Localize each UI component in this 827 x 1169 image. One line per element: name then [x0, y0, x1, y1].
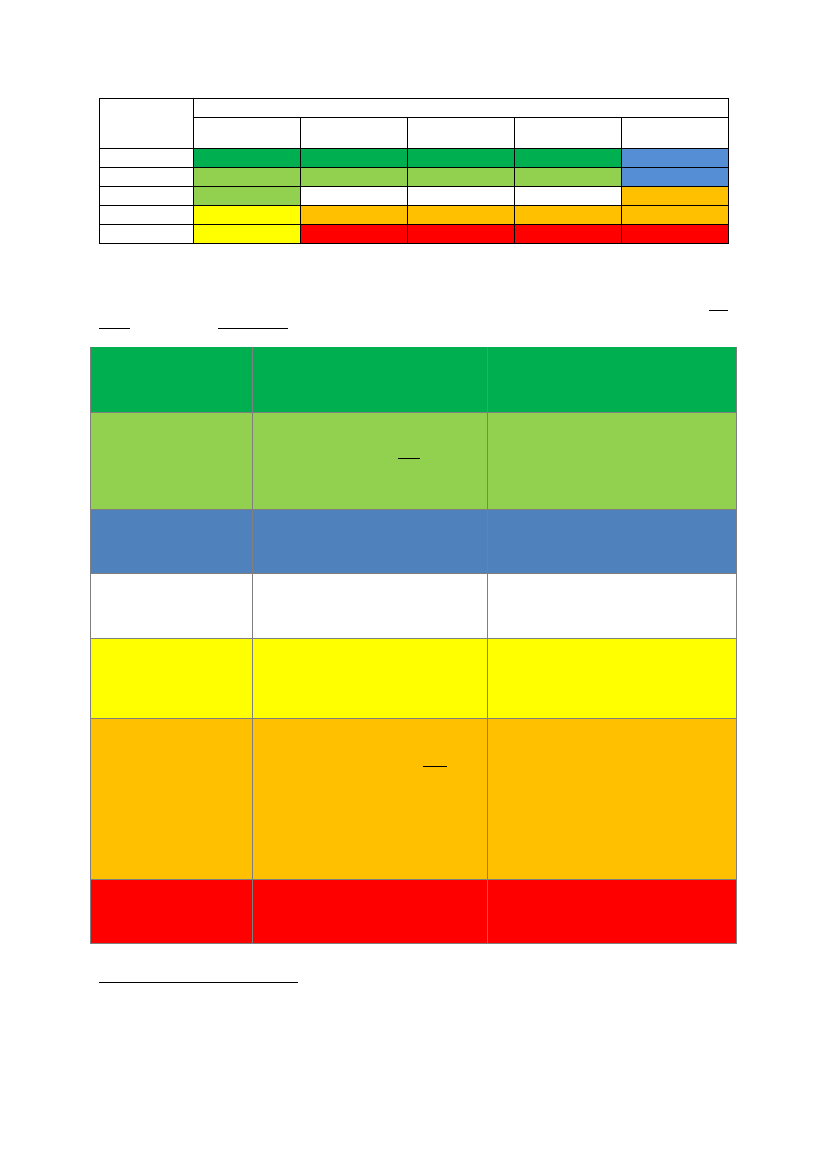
matrix-row-label [99, 167, 194, 187]
matrix-row [99, 186, 730, 206]
legend-action-cell [487, 572, 737, 639]
matrix-cell-yellow [193, 205, 301, 225]
matrix-group-header [192, 98, 730, 118]
matrix-cell-orange [300, 205, 408, 225]
matrix-cell-orange [407, 205, 515, 225]
matrix-row-label [99, 224, 194, 244]
legend-color-cell [90, 508, 253, 574]
legend-action-cell [487, 347, 737, 413]
matrix-cell-dark-green [193, 148, 301, 168]
matrix-row-label [99, 148, 194, 168]
matrix-corner-cell [99, 98, 194, 149]
legend-color-cell [90, 878, 253, 944]
matrix-row [99, 205, 730, 225]
matrix-row [99, 167, 730, 187]
cell-underline [398, 457, 420, 459]
note-underline [709, 310, 728, 311]
matrix-cell-light-green [514, 167, 622, 187]
matrix-cell-orange [514, 205, 622, 225]
cell-underline [423, 765, 447, 767]
legend-color-cell [90, 572, 253, 639]
matrix-cell-red [407, 224, 515, 244]
matrix-cell-light-green [193, 167, 301, 187]
matrix-cell-white [514, 186, 622, 206]
matrix-cell-orange [620, 205, 730, 225]
legend-meaning-cell [252, 411, 488, 510]
legend-action-cell [487, 717, 737, 880]
legend-color-cell [90, 411, 253, 510]
legend-row-white [90, 572, 737, 639]
rating-matrix-table [99, 98, 730, 244]
legend-row-orange [90, 717, 737, 880]
matrix-row-label [99, 186, 194, 206]
legend-meaning-cell [252, 572, 488, 639]
color-legend-table [90, 347, 737, 944]
matrix-column-header [620, 117, 730, 149]
legend-meaning-cell [252, 637, 488, 719]
legend-row-dark-green [90, 347, 737, 413]
matrix-cell-dark-green [407, 148, 515, 168]
legend-row-steel-blue [90, 508, 737, 574]
note-underline [218, 328, 288, 329]
note-underline [99, 328, 130, 329]
matrix-cell-blue [620, 167, 730, 187]
legend-action-cell [487, 411, 737, 510]
matrix-cell-red [300, 224, 408, 244]
legend-meaning-cell [252, 508, 488, 574]
matrix-cell-white [407, 186, 515, 206]
legend-color-cell [90, 717, 253, 880]
matrix-cell-red [620, 224, 730, 244]
matrix-cell-blue [620, 148, 730, 168]
matrix-cell-light-green [193, 186, 301, 206]
matrix-cell-red [514, 224, 622, 244]
matrix-row-label [99, 205, 194, 225]
legend-action-cell [487, 637, 737, 719]
matrix-cell-light-green [300, 167, 408, 187]
matrix-column-header [300, 117, 408, 149]
legend-row-light-green [90, 411, 737, 510]
matrix-column-header [407, 117, 515, 149]
legend-action-cell [487, 508, 737, 574]
legend-meaning-cell [252, 717, 488, 880]
legend-row-yellow [90, 637, 737, 719]
legend-row-red [90, 878, 737, 944]
matrix-cell-orange [620, 186, 730, 206]
matrix-row [99, 148, 730, 168]
matrix-cell-white [300, 186, 408, 206]
legend-action-cell [487, 878, 737, 944]
legend-meaning-cell [252, 347, 488, 413]
matrix-cell-yellow [193, 224, 301, 244]
legend-meaning-cell [252, 878, 488, 944]
matrix-cell-dark-green [300, 148, 408, 168]
matrix-column-header [514, 117, 622, 149]
footnote-separator [99, 982, 298, 983]
matrix-column-header [193, 117, 301, 149]
legend-color-cell [90, 347, 253, 413]
matrix-row [99, 224, 730, 244]
legend-color-cell [90, 637, 253, 719]
matrix-cell-light-green [407, 167, 515, 187]
matrix-cell-dark-green [514, 148, 622, 168]
